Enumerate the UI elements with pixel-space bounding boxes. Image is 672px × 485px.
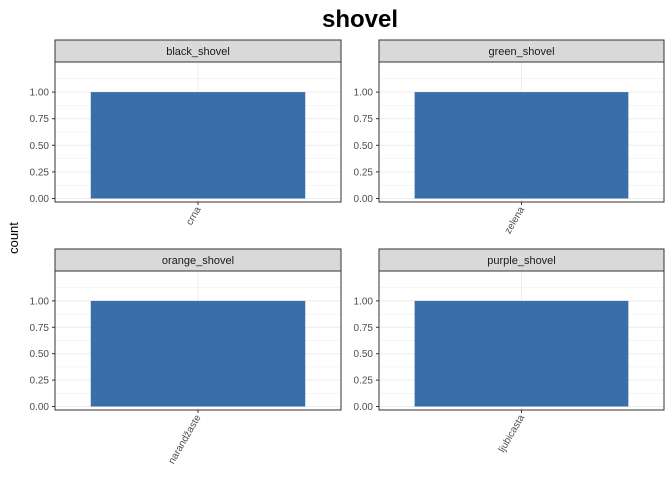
y-tick-label: 0.75 — [30, 323, 50, 334]
facet-strip-label: green_shovel — [488, 46, 554, 58]
facet-panel-border — [54, 270, 342, 411]
bar — [414, 92, 629, 199]
y-axis-label: count — [6, 222, 21, 254]
y-tick-label: 0.25 — [354, 167, 374, 178]
y-tick-label: 0.75 — [30, 114, 50, 125]
x-tick-label: narandžaste — [167, 413, 204, 467]
bar — [90, 92, 306, 199]
facet-strip-label: orange_shovel — [162, 255, 234, 267]
y-tick-label: 0.50 — [354, 349, 374, 360]
y-tick-label: 0.00 — [354, 402, 374, 413]
y-tick-label: 0.00 — [354, 194, 374, 205]
facet-strip-label: purple_shovel — [487, 255, 556, 267]
facet-panel-border — [54, 61, 342, 203]
y-tick-label: 1.00 — [30, 296, 50, 307]
facet-strip-label: black_shovel — [166, 46, 230, 58]
facet-panel-border — [378, 61, 665, 203]
y-tick-label: 1.00 — [354, 296, 374, 307]
chart-title: shovel — [322, 6, 398, 33]
y-tick-label: 0.25 — [354, 376, 374, 387]
y-tick-label: 1.00 — [30, 88, 50, 99]
bar — [414, 300, 629, 407]
y-tick-label: 0.50 — [30, 349, 50, 360]
y-tick-label: 0.50 — [30, 141, 50, 152]
y-tick-label: 0.75 — [354, 323, 374, 334]
facet-panel-border — [378, 270, 665, 411]
y-tick-label: 0.75 — [354, 114, 374, 125]
x-tick-label: ljubicasta — [497, 413, 528, 455]
bar — [90, 300, 306, 407]
x-tick-label: crna — [184, 205, 203, 228]
y-tick-label: 0.25 — [30, 167, 50, 178]
y-tick-label: 0.00 — [30, 402, 50, 413]
y-tick-label: 0.00 — [30, 194, 50, 205]
x-tick-label: zelena — [503, 205, 527, 236]
y-tick-label: 0.25 — [30, 376, 50, 387]
y-tick-label: 0.50 — [354, 141, 374, 152]
y-tick-label: 1.00 — [354, 88, 374, 99]
